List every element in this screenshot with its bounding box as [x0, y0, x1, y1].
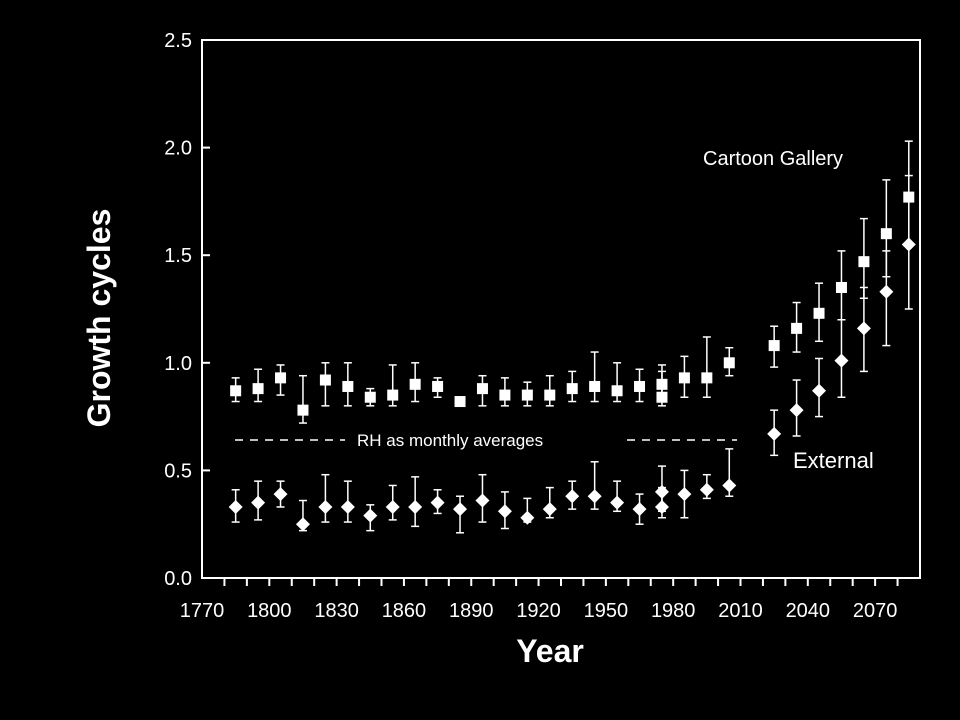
x-tick-label: 1860 [382, 600, 427, 622]
data-point-square [252, 383, 264, 395]
data-point-diamond [632, 502, 647, 517]
x-tick-label: 1770 [180, 600, 225, 622]
data-point-diamond [228, 499, 243, 514]
data-point-square [499, 389, 511, 401]
annotation-external: External [793, 448, 874, 473]
annotation-cartoon-gallery: Cartoon Gallery [703, 148, 843, 170]
data-point-diamond [430, 495, 445, 510]
data-point-diamond [318, 499, 333, 514]
data-point-square [723, 357, 735, 369]
data-point-diamond [385, 499, 400, 514]
data-point-diamond [610, 495, 625, 510]
data-point-diamond [363, 508, 378, 523]
data-point-square [791, 322, 803, 334]
annotation-rh-monthly: RH as monthly averages [357, 431, 543, 450]
x-tick-label: 1920 [516, 600, 561, 622]
data-point-diamond [722, 478, 737, 493]
data-point-square [230, 385, 242, 397]
data-point-square [364, 391, 376, 403]
data-point-square [432, 380, 444, 392]
data-point-diamond [408, 499, 423, 514]
data-point-square [858, 256, 870, 268]
data-point-diamond [677, 487, 692, 502]
data-point-square [319, 374, 331, 386]
data-point-square [275, 372, 287, 384]
x-tick-label: 1830 [314, 600, 359, 622]
data-point-square [454, 396, 466, 408]
data-point-diamond [856, 321, 871, 336]
data-point-square [521, 389, 533, 401]
data-point-diamond [654, 499, 669, 514]
data-point-diamond [767, 426, 782, 441]
x-tick-label: 2010 [718, 600, 763, 622]
data-point-diamond [542, 502, 557, 517]
data-point-square [387, 389, 399, 401]
x-tick-label: 1980 [651, 600, 696, 622]
y-axis-title: Growth cycles [81, 209, 117, 428]
data-point-diamond [901, 237, 916, 252]
data-point-diamond [453, 502, 468, 517]
data-point-square [544, 389, 556, 401]
data-point-diamond [475, 493, 490, 508]
data-point-square [880, 228, 892, 240]
series-diamond [228, 174, 916, 534]
data-point-diamond [251, 495, 266, 510]
data-point-diamond [812, 383, 827, 398]
data-point-square [768, 340, 780, 352]
y-tick-label: 0.5 [164, 460, 192, 482]
data-point-square [701, 372, 713, 384]
data-point-square [589, 380, 601, 392]
x-tick-label: 2040 [786, 600, 831, 622]
data-point-diamond [520, 510, 535, 525]
y-tick-label: 0.0 [164, 568, 192, 590]
data-point-diamond [587, 489, 602, 504]
data-point-diamond [295, 517, 310, 532]
y-tick-label: 2.0 [164, 138, 192, 160]
x-tick-label: 2070 [853, 600, 898, 622]
data-point-square [409, 378, 421, 390]
data-point-square [813, 307, 825, 319]
data-point-square [566, 383, 578, 395]
y-tick-label: 2.5 [164, 30, 192, 52]
x-tick-label: 1890 [449, 600, 494, 622]
data-point-diamond [273, 487, 288, 502]
y-tick-label: 1.5 [164, 245, 192, 267]
data-point-square [634, 380, 646, 392]
data-point-square [656, 391, 668, 403]
data-point-square [835, 281, 847, 293]
data-point-square [342, 380, 354, 392]
data-point-diamond [565, 489, 580, 504]
data-point-diamond [699, 482, 714, 497]
data-point-diamond [879, 284, 894, 299]
data-point-square [611, 385, 623, 397]
x-axis-title: Year [516, 633, 584, 669]
x-tick-label: 1950 [584, 600, 629, 622]
y-tick-label: 1.0 [164, 353, 192, 375]
data-point-square [678, 372, 690, 384]
data-point-square [297, 404, 309, 416]
data-point-diamond [789, 403, 804, 418]
data-point-square [476, 383, 488, 395]
x-tick-label: 1800 [247, 600, 292, 622]
data-point-diamond [834, 353, 849, 368]
data-point-diamond [497, 504, 512, 519]
data-point-diamond [340, 499, 355, 514]
